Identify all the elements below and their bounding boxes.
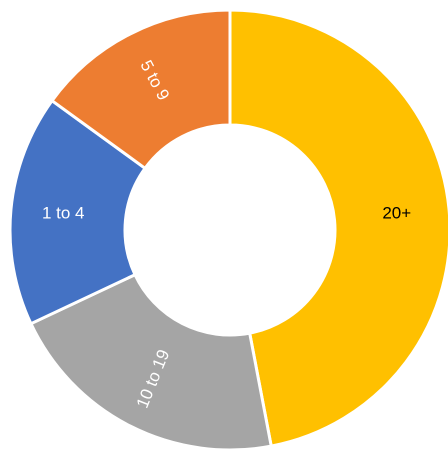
donut-segment — [28, 272, 273, 450]
donut-segment — [49, 8, 232, 171]
segment-label: 20+ — [382, 204, 411, 223]
segment-label: 1 to 4 — [42, 204, 85, 223]
donut-segment — [8, 98, 148, 326]
donut-segment — [228, 8, 448, 448]
